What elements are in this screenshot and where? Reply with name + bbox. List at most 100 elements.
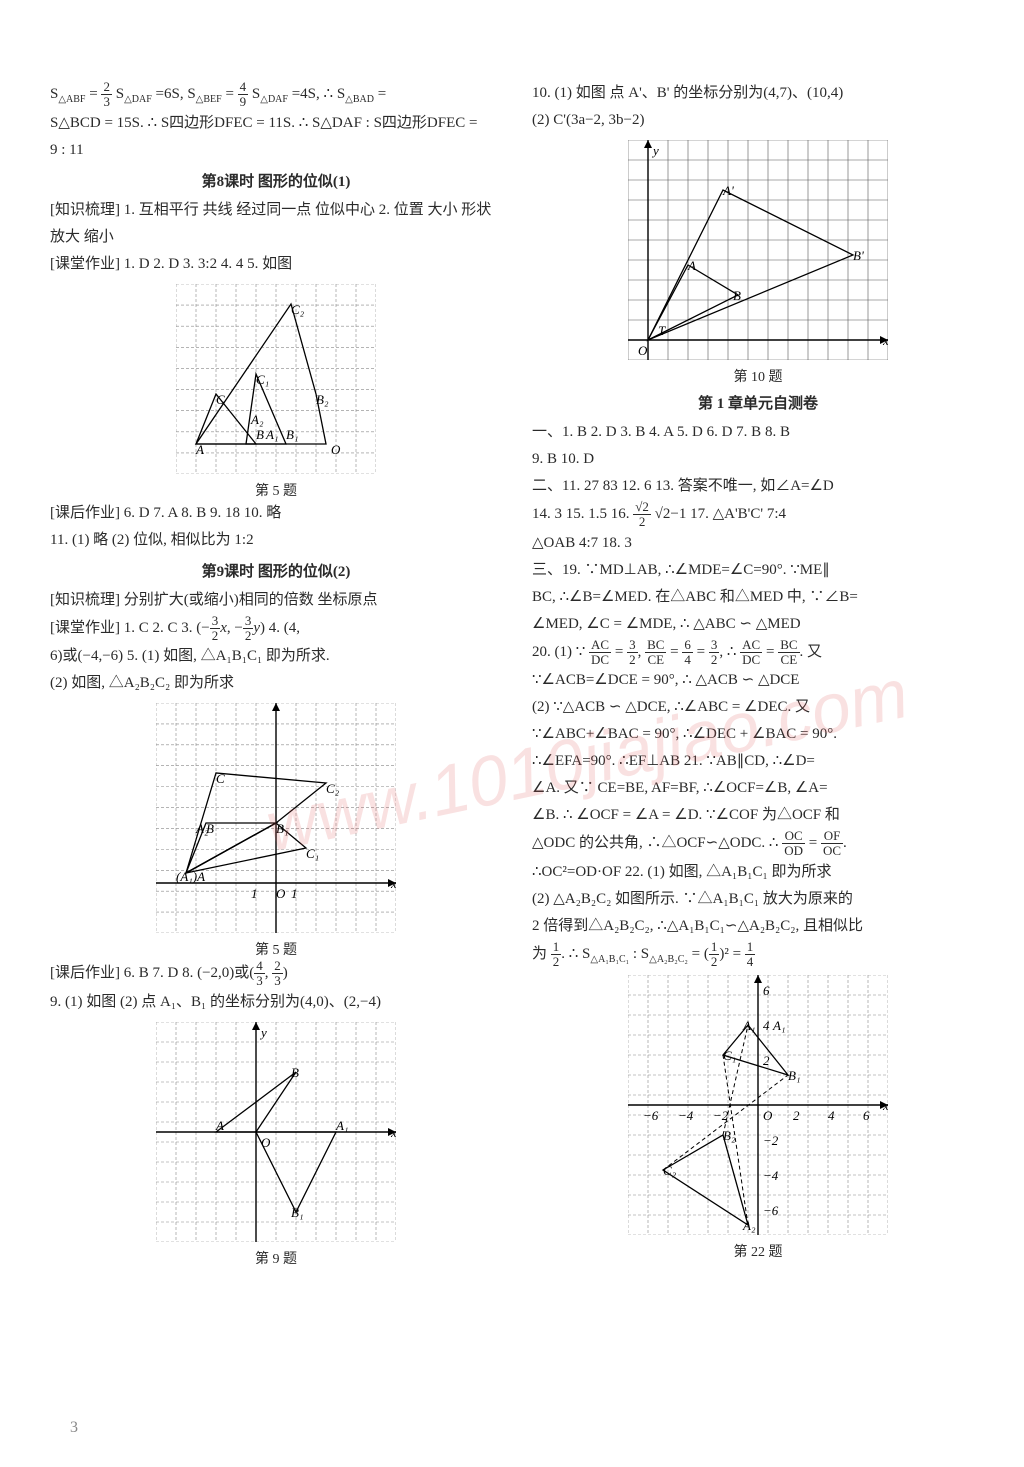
q10-line2: (2) C'(3a−2, 3b−2) — [532, 107, 984, 134]
svg-text:B₁: B₁ — [276, 821, 288, 836]
graph-q10: yA'B'ABTOx — [628, 140, 888, 360]
graph-q5b-caption: 第 5 题 — [50, 939, 502, 959]
svg-text:2: 2 — [793, 1108, 800, 1123]
part3-19b: BC, ∴∠B=∠MED. 在△ABC 和△MED 中, ∵∠B= — [532, 584, 984, 611]
svg-text:B': B' — [853, 248, 864, 263]
svg-text:−2: −2 — [713, 1108, 729, 1123]
lesson9-kehou: [课后作业] 6. B 7. D 8. (−2,0)或(43, 23) — [50, 959, 502, 989]
part1b: 9. B 10. D — [532, 446, 984, 473]
svg-text:−4: −4 — [763, 1168, 779, 1183]
svg-text:−2: −2 — [763, 1133, 779, 1148]
page-number: 3 — [70, 1419, 78, 1437]
graph-q9: yBAOA₁xB₁ — [156, 1022, 396, 1242]
page-columns: S△ABF = 23 S△DAF =6S, S△BEF = 49 S△DAF =… — [50, 80, 984, 1268]
part2c: △OAB 4:7 18. 3 — [532, 530, 984, 557]
svg-text:B₂: B₂ — [723, 1128, 736, 1143]
svg-text:(A₁)A: (A₁)A — [176, 869, 205, 884]
lesson9-title: 第9课时 图形的位似(2) — [50, 560, 502, 581]
lesson9-ketang-2: 6)或(−4,−6) 5. (1) 如图, △A₁B₁C₁ 即为所求. — [50, 643, 502, 670]
svg-text:1: 1 — [251, 886, 258, 901]
svg-text:C: C — [216, 392, 225, 407]
left-top-line-2: S△BCD = 15S. ∴ S四边形DFEC = 11S. ∴ S△DAF :… — [50, 110, 502, 137]
svg-text:A₁: A₁ — [335, 1118, 348, 1133]
svg-text:A₂: A₂ — [195, 821, 209, 836]
svg-text:A: A — [687, 258, 696, 273]
svg-text:−4: −4 — [678, 1108, 694, 1123]
svg-text:B₁: B₁ — [286, 427, 298, 442]
part3-22a: (2) △A₂B₂C₂ 如图所示. ∵△A₁B₁C₁ 放大为原来的 — [532, 886, 984, 913]
svg-text:y: y — [651, 143, 659, 158]
svg-text:C₁: C₁ — [723, 1048, 736, 1063]
svg-text:O: O — [638, 343, 648, 358]
left-top-line-1: S△ABF = 23 S△DAF =6S, S△BEF = 49 S△DAF =… — [50, 80, 502, 110]
part3-20c: (2) ∵△ACB ∽ △DCE, ∴∠ABC = ∠DEC. 又 — [532, 694, 984, 721]
svg-text:A₂: A₂ — [250, 412, 264, 427]
part3-21c: △ODC 的公共角, ∴△OCF∽△ODC. ∴ OCOD = OFOC. — [532, 829, 984, 859]
svg-text:6: 6 — [863, 1108, 870, 1123]
svg-text:C₁: C₁ — [306, 846, 319, 861]
svg-text:x: x — [390, 1125, 396, 1140]
svg-text:B₁: B₁ — [788, 1068, 800, 1083]
part2a: 二、11. 27 83 12. 6 13. 答案不唯一, 如∠A=∠D — [532, 473, 984, 500]
svg-text:1: 1 — [291, 886, 298, 901]
lesson8-kehou: [课后作业] 6. D 7. A 8. B 9. 18 10. 略 — [50, 500, 502, 527]
svg-text:B₁: B₁ — [291, 1205, 303, 1220]
lesson8-zhishi: [知识梳理] 1. 互相平行 共线 经过同一点 位似中心 2. 位置 大小 形状… — [50, 197, 502, 251]
svg-text:O: O — [276, 886, 286, 901]
part3-19c: ∠MED, ∠C = ∠MDE, ∴ △ABC ∽ △MED — [532, 611, 984, 638]
svg-text:x: x — [882, 333, 888, 348]
part3-19a: 三、19. ∵MD⊥AB, ∴∠MDE=∠C=90°. ∵ME∥ — [532, 557, 984, 584]
part3-20e: ∴∠EFA=90°. ∴EF⊥AB 21. ∵AB∥CD, ∴∠D= — [532, 748, 984, 775]
svg-text:6: 6 — [763, 983, 770, 998]
part3-21b: ∠B. ∴ ∠OCF = ∠A = ∠D. ∵∠COF 为△OCF 和 — [532, 802, 984, 829]
svg-text:A₁: A₁ — [742, 1018, 755, 1033]
svg-text:A: A — [215, 1118, 224, 1133]
part3-21d: ∴OC²=OD·OF 22. (1) 如图, △A₁B₁C₁ 即为所求 — [532, 859, 984, 886]
graph-q10-caption: 第 10 题 — [532, 366, 984, 386]
svg-text:A₁: A₁ — [265, 427, 278, 442]
svg-text:−6: −6 — [763, 1203, 779, 1218]
part3-20b: ∵∠ACB=∠DCE = 90°, ∴ △ACB ∽ △DCE — [532, 667, 984, 694]
svg-text:x: x — [882, 1098, 888, 1113]
lesson8-ketang: [课堂作业] 1. D 2. D 3. 3:2 4. 4 5. 如图 — [50, 251, 502, 278]
svg-text:x: x — [390, 876, 396, 891]
svg-text:O: O — [261, 1135, 271, 1150]
svg-text:A₂: A₂ — [742, 1218, 756, 1233]
part3-20a: 20. (1) ∵ ACDC = 32, BCCE = 64 = 32, ∴ A… — [532, 638, 984, 668]
svg-text:A₁: A₁ — [772, 1018, 785, 1033]
lesson8-q11: 11. (1) 略 (2) 位似, 相似比为 1:2 — [50, 527, 502, 554]
graph-q22-caption: 第 22 题 — [532, 1241, 984, 1261]
part1: 一、1. B 2. D 3. B 4. A 5. D 6. D 7. B 8. … — [532, 419, 984, 446]
lesson9-ketang-1: [课堂作业] 1. C 2. C 3. (−32x, −32y) 4. (4, — [50, 614, 502, 644]
svg-text:B: B — [291, 1065, 299, 1080]
svg-text:C₁: C₁ — [256, 372, 269, 387]
svg-text:A: A — [195, 442, 204, 457]
graph-q22: 6A₁4A₁C₁2B₁−6−4−2O246xB₂−2C₂−4−6A₂ — [628, 975, 888, 1235]
lesson9-zhishi: [知识梳理] 分别扩大(或缩小)相同的倍数 坐标原点 — [50, 587, 502, 614]
svg-text:C₂: C₂ — [326, 781, 340, 796]
lesson9-q9: 9. (1) 如图 (2) 点 A₁、B₁ 的坐标分别为(4,0)、(2,−4) — [50, 989, 502, 1016]
q10-line1: 10. (1) 如图 点 A'、B' 的坐标分别为(4,7)、(10,4) — [532, 80, 984, 107]
svg-text:T: T — [658, 323, 666, 338]
graph-q9-caption: 第 9 题 — [50, 1248, 502, 1268]
lesson8-title: 第8课时 图形的位似(1) — [50, 170, 502, 191]
svg-text:O: O — [331, 442, 341, 457]
graph-q5b: CBA₂B₁C₁C₂(A₁)A1O1x — [156, 703, 396, 933]
svg-text:O: O — [763, 1108, 773, 1123]
svg-text:4: 4 — [763, 1018, 770, 1033]
part3-20d: ∵∠ABC+∠BAC = 90°, ∴∠DEC + ∠BAC = 90°. — [532, 721, 984, 748]
svg-text:B: B — [733, 288, 741, 303]
graph-q5: ABA₁CA₂B₁C₁B₂C₂O — [176, 284, 376, 474]
part3-22c: 为 12. ∴ S△A₁B₁C₁ : S△A₂B₂C₂ = (12)² = 14 — [532, 940, 984, 970]
part3-21a: ∠A. 又∵ CE=BE, AF=BF, ∴∠OCF=∠B, ∠A= — [532, 775, 984, 802]
graph-q5-caption: 第 5 题 — [50, 480, 502, 500]
svg-text:−6: −6 — [643, 1108, 659, 1123]
svg-text:C₂: C₂ — [291, 302, 305, 317]
lesson9-ketang-3: (2) 如图, △A₂B₂C₂ 即为所求 — [50, 670, 502, 697]
unit-title: 第 1 章单元自测卷 — [532, 392, 984, 413]
svg-text:C₂: C₂ — [663, 1163, 677, 1178]
svg-text:B₂: B₂ — [316, 392, 329, 407]
left-top-line-3: 9 : 11 — [50, 137, 502, 164]
svg-text:C: C — [216, 771, 225, 786]
svg-text:2: 2 — [763, 1053, 770, 1068]
